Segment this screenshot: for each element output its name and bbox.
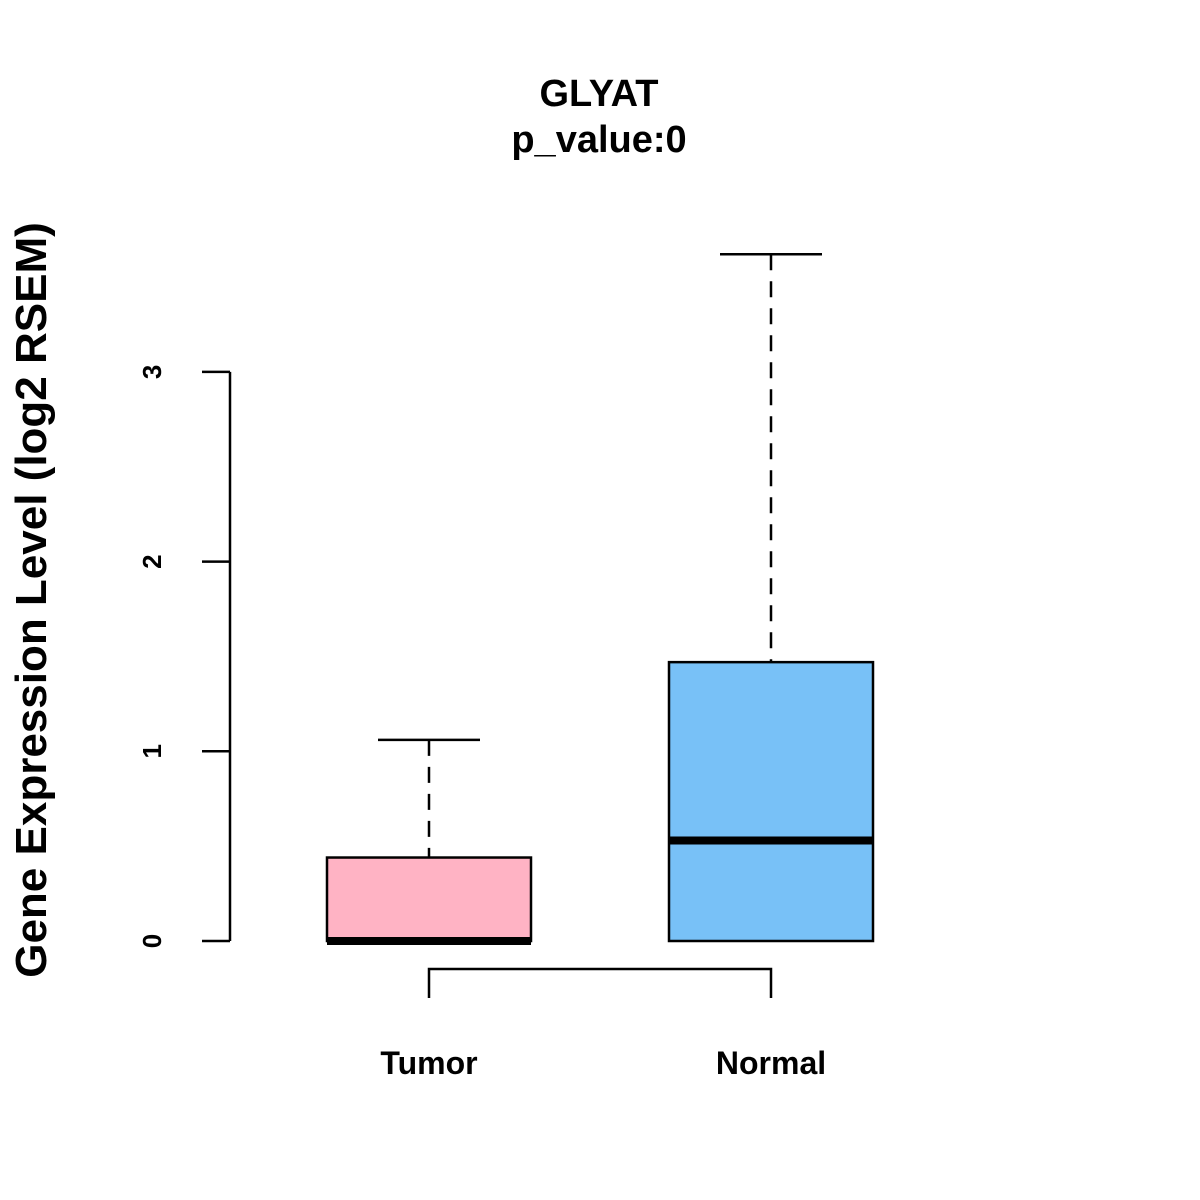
y-tick-label: 3	[137, 365, 167, 379]
y-tick-label: 2	[137, 554, 167, 568]
y-tick-label: 1	[137, 744, 167, 758]
box-iqr	[325, 856, 533, 943]
y-axis: 0 1 2 3	[137, 365, 232, 948]
y-tick-label: 0	[137, 934, 167, 948]
bracket-line	[427, 967, 773, 998]
chart-title: GLYAT	[540, 73, 659, 115]
y-axis-label: Gene Expression Level (log2 RSEM)	[7, 222, 56, 978]
comparison-bracket	[427, 967, 773, 998]
category-label-normal: Normal	[716, 1045, 826, 1081]
boxes	[325, 253, 875, 945]
box-normal	[667, 253, 875, 943]
box-iqr	[667, 660, 875, 943]
box-tumor	[325, 738, 533, 945]
category-labels: Tumor Normal	[380, 1045, 826, 1081]
category-label-tumor: Tumor	[380, 1045, 477, 1081]
chart-subtitle: p_value:0	[511, 119, 686, 161]
